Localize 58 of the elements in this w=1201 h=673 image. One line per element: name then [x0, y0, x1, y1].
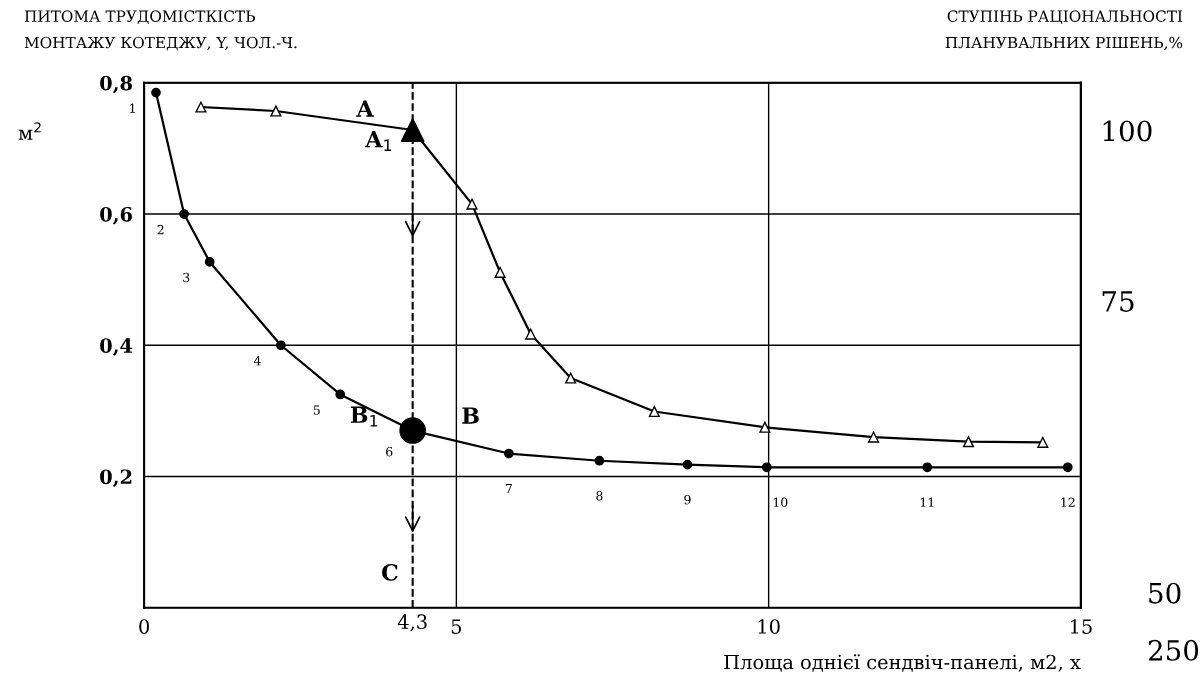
y2-tick-label: 100: [1103, 120, 1152, 142]
point: [335, 389, 346, 400]
y-tick-label: 0,8: [100, 75, 132, 94]
point: [525, 328, 537, 340]
annotation: 1: [130, 103, 135, 113]
ref-line-label: 4,3: [397, 614, 427, 632]
point: [648, 405, 660, 418]
point: [759, 421, 771, 433]
annotation: B$_{1}$: [350, 406, 378, 427]
point: [466, 198, 478, 210]
annotation: 12: [1061, 497, 1075, 507]
y2-tick-label: 75: [1102, 291, 1134, 312]
point: [565, 372, 577, 384]
y-tick-label: 0,6: [100, 206, 132, 225]
annotation: 10: [773, 497, 788, 508]
point: [270, 105, 282, 117]
point: [276, 340, 286, 351]
y-tick-label: 0,4: [100, 338, 133, 356]
annotation: 8: [596, 491, 603, 501]
point: [682, 459, 693, 470]
text: м$^{2}$: [18, 122, 41, 140]
annotation: 4: [253, 356, 261, 366]
point: [179, 209, 189, 219]
point: [868, 431, 880, 443]
annotation: 6: [386, 446, 393, 457]
annotation: A$_{1}$: [365, 131, 392, 151]
x-tick-label: 10: [758, 619, 780, 634]
annotation: 11: [920, 497, 934, 507]
point: [151, 87, 161, 98]
point: [1037, 436, 1049, 448]
annotation: B: [462, 407, 479, 424]
x-axis-title: Площа однієї сендвіч-панелі, м2, х: [724, 654, 1081, 672]
point: [594, 455, 605, 466]
annotation: 9: [684, 494, 691, 505]
x-tick-label: 15: [1070, 619, 1092, 634]
annotation: 2: [157, 224, 164, 235]
x-tick-label: 5: [451, 619, 462, 634]
point: [399, 417, 426, 444]
x-tick-label: 0: [139, 619, 150, 634]
annotation: C: [382, 564, 398, 581]
point: [503, 448, 514, 459]
point: [922, 462, 933, 473]
y-axis-title: ПИТОМА ТРУДОМІСТКІСТЬ МОНТАЖУ КОТЕДЖУ, Y, ЧОЛ.-Ч.: [24, 10, 297, 51]
annotation: 5: [313, 405, 320, 415]
point: [204, 257, 215, 267]
text: 50: [1149, 582, 1181, 604]
point: [494, 266, 506, 278]
point: [400, 118, 425, 142]
annotation: A: [356, 100, 374, 117]
y2-axis-title: СТУПІНЬ РАЦІОНАЛЬНОСТІ ПЛАНУВАЛЬНИХ РІШЕНЬ,%: [945, 10, 1183, 51]
point: [195, 101, 207, 113]
annotation: 7: [505, 483, 512, 494]
point: [962, 436, 975, 448]
point: [761, 462, 772, 473]
y-tick-label: 0,2: [100, 469, 132, 488]
annotation: 3: [183, 272, 190, 283]
text: 250: [1148, 639, 1199, 661]
point: [1062, 462, 1073, 473]
